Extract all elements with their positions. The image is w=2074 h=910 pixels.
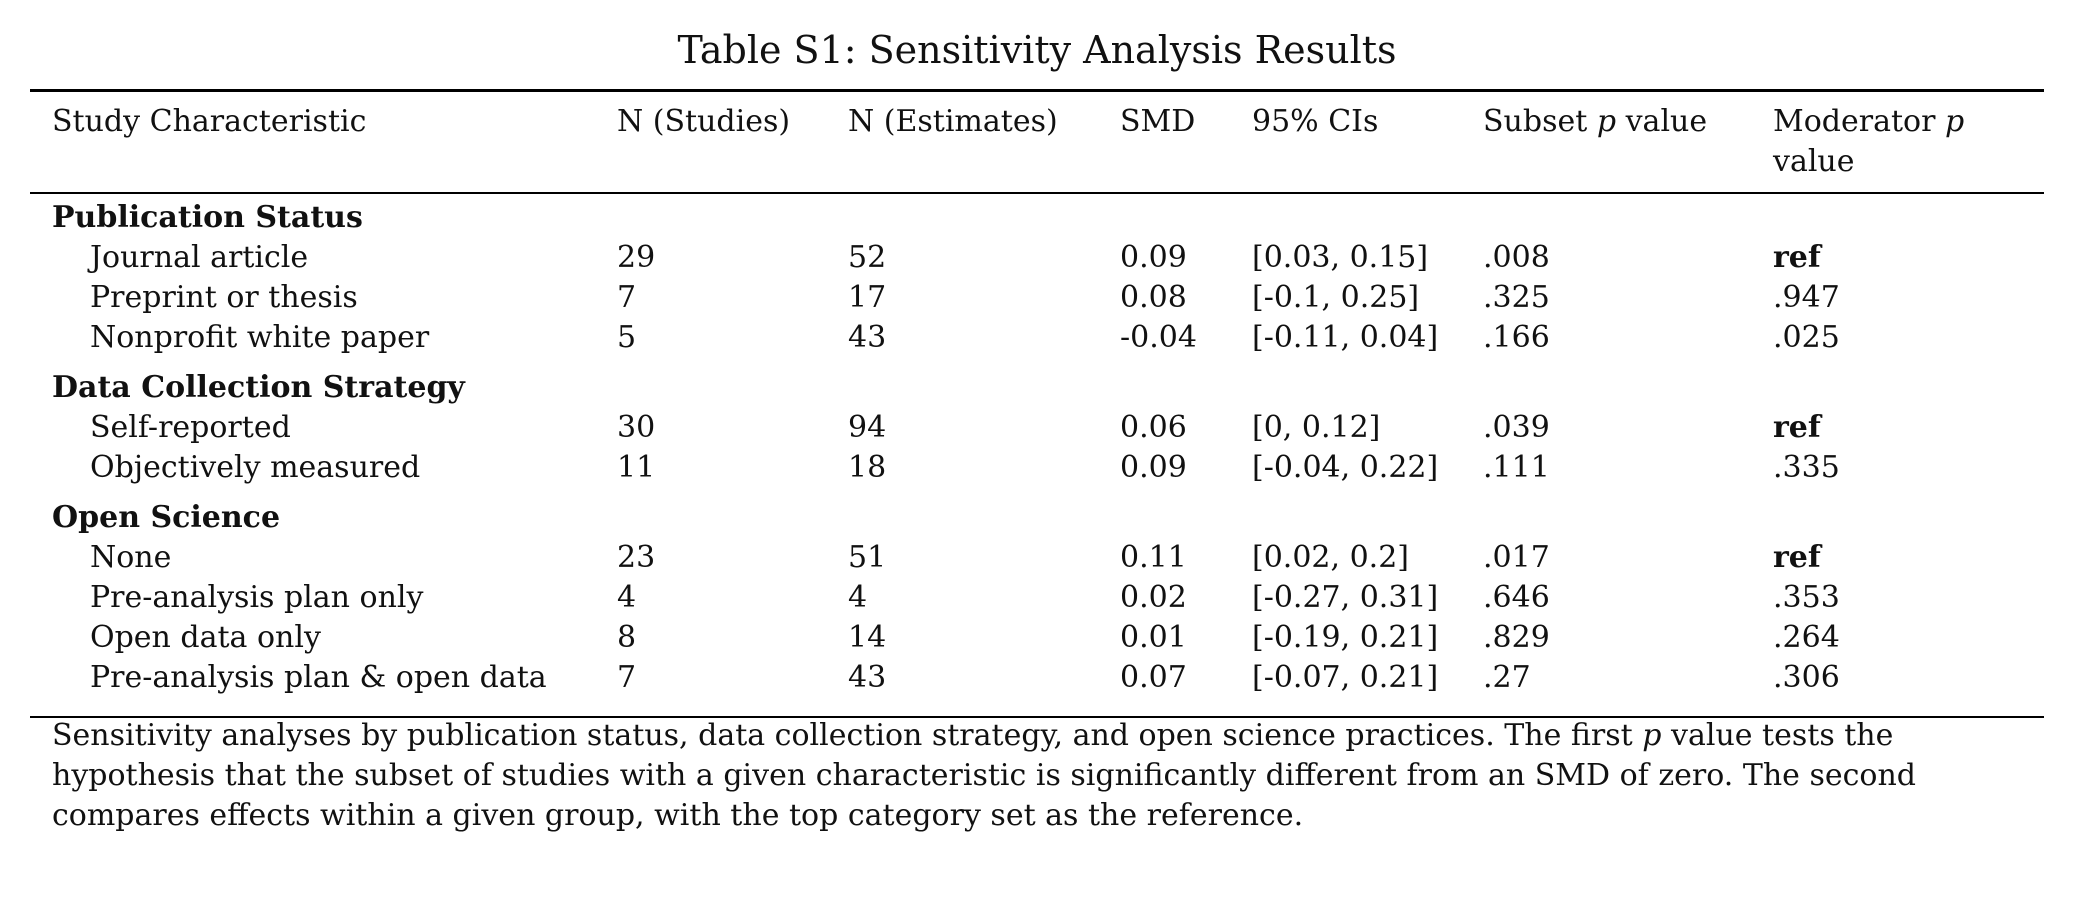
row-label: None xyxy=(90,540,172,575)
cell-ci: [-0.27, 0.31] xyxy=(1252,580,1439,615)
header-moderator-p-pre: Moderator xyxy=(1773,104,1936,139)
cell-n-studies: 29 xyxy=(617,240,656,275)
cell-subset-p: .166 xyxy=(1483,320,1550,355)
cell-smd: 0.06 xyxy=(1120,410,1187,445)
cell-moderator-p: .947 xyxy=(1773,280,1840,315)
cell-smd: 0.09 xyxy=(1120,450,1187,485)
cell-subset-p: .017 xyxy=(1483,540,1550,575)
cell-moderator-p: .353 xyxy=(1773,580,1840,615)
cell-smd: -0.04 xyxy=(1120,320,1197,355)
cell-moderator-p: ref xyxy=(1773,410,1821,445)
cell-smd: 0.09 xyxy=(1120,240,1187,275)
cell-ci: [0.03, 0.15] xyxy=(1252,240,1429,275)
cell-subset-p: .008 xyxy=(1483,240,1550,275)
cell-n-estimates: 18 xyxy=(848,450,887,485)
cell-n-estimates: 14 xyxy=(848,620,887,655)
note-part1: Sensitivity analyses by publication stat… xyxy=(52,718,1633,753)
row-label: Preprint or thesis xyxy=(90,280,358,315)
cell-ci: [-0.1, 0.25] xyxy=(1252,280,1420,315)
cell-n-estimates: 52 xyxy=(848,240,887,275)
note-italic-p: p xyxy=(1642,718,1662,753)
cell-smd: 0.01 xyxy=(1120,620,1187,655)
cell-moderator-p: .306 xyxy=(1773,660,1840,695)
header-ci: 95% CIs xyxy=(1252,104,1379,139)
row-label: Pre-analysis plan only xyxy=(90,580,424,615)
row-label: Self-reported xyxy=(90,410,291,445)
header-moderator-p-italic: p xyxy=(1944,104,1965,139)
cell-n-studies: 30 xyxy=(617,410,656,445)
row-label: Nonprofit white paper xyxy=(90,320,430,355)
cell-n-estimates: 51 xyxy=(848,540,887,575)
row-label: Open data only xyxy=(90,620,321,655)
cell-n-studies: 7 xyxy=(617,280,637,315)
cell-subset-p: .039 xyxy=(1483,410,1550,445)
cell-n-estimates: 43 xyxy=(848,320,887,355)
cell-subset-p: .646 xyxy=(1483,580,1550,615)
row-label: Pre-analysis plan & open data xyxy=(90,660,547,695)
section-title: Data Collection Strategy xyxy=(52,370,465,405)
section-title: Publication Status xyxy=(52,200,363,235)
top-rule xyxy=(30,89,2044,92)
cell-smd: 0.11 xyxy=(1120,540,1187,575)
cell-n-estimates: 17 xyxy=(848,280,887,315)
cell-n-studies: 4 xyxy=(617,580,637,615)
header-n-studies: N (Studies) xyxy=(617,104,791,139)
cell-subset-p: .325 xyxy=(1483,280,1550,315)
note-part2: value tests the hypothesis that the subs… xyxy=(52,718,1916,833)
header-smd: SMD xyxy=(1120,104,1196,139)
header-n-estimates: N (Estimates) xyxy=(848,104,1058,139)
header-rule xyxy=(30,192,2044,194)
cell-moderator-p: ref xyxy=(1773,540,1821,575)
cell-n-studies: 7 xyxy=(617,660,637,695)
header-moderator-p: Moderator p value xyxy=(1773,102,1964,182)
header-subset-p-italic: p xyxy=(1596,104,1617,139)
cell-smd: 0.08 xyxy=(1120,280,1187,315)
cell-n-estimates: 4 xyxy=(848,580,868,615)
cell-ci: [-0.19, 0.21] xyxy=(1252,620,1439,655)
cell-ci: [0, 0.12] xyxy=(1252,410,1381,445)
cell-ci: [-0.07, 0.21] xyxy=(1252,660,1439,695)
row-label: Journal article xyxy=(90,240,309,275)
cell-subset-p: .829 xyxy=(1483,620,1550,655)
section-title: Open Science xyxy=(52,500,281,535)
cell-n-estimates: 94 xyxy=(848,410,887,445)
cell-moderator-p: ref xyxy=(1773,240,1821,275)
header-characteristic: Study Characteristic xyxy=(52,104,367,139)
bottom-rule xyxy=(30,716,2044,718)
row-label: Objectively measured xyxy=(90,450,421,485)
header-subset-p-pre: Subset xyxy=(1483,104,1588,139)
cell-n-studies: 11 xyxy=(617,450,656,485)
cell-moderator-p: .264 xyxy=(1773,620,1840,655)
cell-n-studies: 8 xyxy=(617,620,637,655)
cell-moderator-p: .025 xyxy=(1773,320,1840,355)
header-subset-p: Subset p value xyxy=(1483,102,1707,142)
cell-n-estimates: 43 xyxy=(848,660,887,695)
cell-smd: 0.02 xyxy=(1120,580,1187,615)
cell-subset-p: .111 xyxy=(1483,450,1550,485)
cell-subset-p: .27 xyxy=(1483,660,1531,695)
cell-n-studies: 5 xyxy=(617,320,637,355)
cell-moderator-p: .335 xyxy=(1773,450,1840,485)
header-moderator-p-post: value xyxy=(1773,144,1855,179)
cell-ci: [-0.04, 0.22] xyxy=(1252,450,1439,485)
cell-n-studies: 23 xyxy=(617,540,656,575)
cell-ci: [0.02, 0.2] xyxy=(1252,540,1409,575)
table-note: Sensitivity analyses by publication stat… xyxy=(52,716,2012,836)
cell-smd: 0.07 xyxy=(1120,660,1187,695)
header-subset-p-post: value xyxy=(1625,104,1708,139)
cell-ci: [-0.11, 0.04] xyxy=(1252,320,1439,355)
table-caption: Table S1: Sensitivity Analysis Results xyxy=(677,28,1397,72)
